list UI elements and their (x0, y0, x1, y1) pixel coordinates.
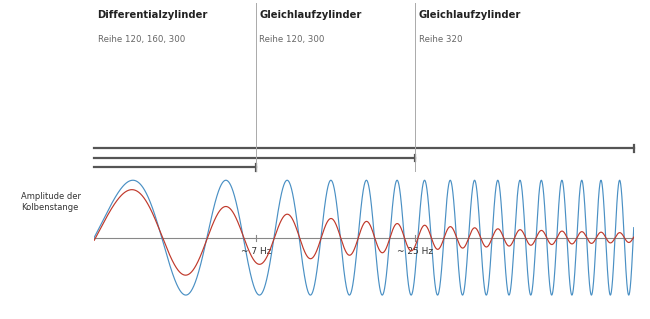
Text: Reihe 120, 160, 300: Reihe 120, 160, 300 (98, 35, 185, 44)
Text: Reihe 120, 300: Reihe 120, 300 (259, 35, 325, 44)
Text: ~ 25 Hz: ~ 25 Hz (397, 247, 434, 256)
Text: Reihe 320: Reihe 320 (419, 35, 462, 44)
Text: Differentialzylinder: Differentialzylinder (98, 10, 208, 19)
Text: Amplitude der
Kolbenstange: Amplitude der Kolbenstange (21, 192, 81, 212)
Text: Gleichlaufzylinder: Gleichlaufzylinder (419, 10, 521, 19)
Text: Gleichlaufzylinder: Gleichlaufzylinder (259, 10, 361, 19)
Text: ~ 7 Hz: ~ 7 Hz (241, 247, 271, 256)
